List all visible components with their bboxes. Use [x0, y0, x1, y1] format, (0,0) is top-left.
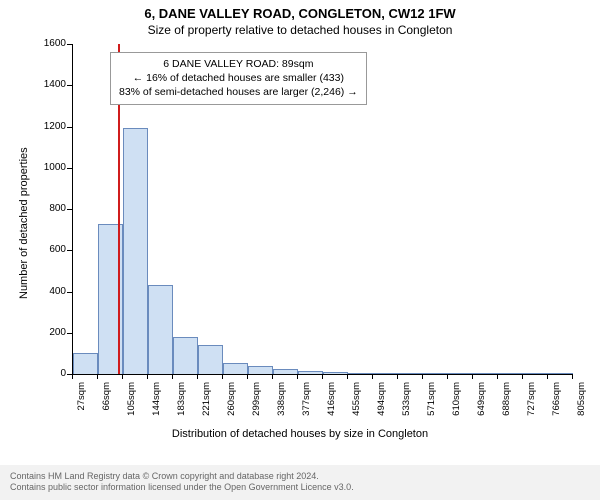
xtick-mark	[472, 374, 473, 379]
histogram-bar	[298, 371, 323, 374]
histogram-bar	[423, 373, 448, 374]
xtick-mark	[122, 374, 123, 379]
histogram-bar	[273, 369, 298, 374]
xtick-label: 260sqm	[226, 382, 237, 428]
xtick-label: 571sqm	[426, 382, 437, 428]
xtick-mark	[197, 374, 198, 379]
ytick-label: 1600	[28, 38, 66, 49]
xtick-mark	[572, 374, 573, 379]
ytick-label: 1000	[28, 162, 66, 173]
histogram-bar	[223, 363, 248, 374]
xtick-label: 27sqm	[76, 382, 87, 428]
xtick-label: 338sqm	[276, 382, 287, 428]
histogram-bar	[323, 372, 348, 374]
xtick-mark	[397, 374, 398, 379]
xtick-mark	[222, 374, 223, 379]
xtick-mark	[172, 374, 173, 379]
ytick-mark	[67, 85, 72, 86]
xtick-label: 688sqm	[501, 382, 512, 428]
xtick-label: 183sqm	[176, 382, 187, 428]
xtick-mark	[297, 374, 298, 379]
ytick-label: 1200	[28, 121, 66, 132]
ytick-label: 200	[28, 327, 66, 338]
xtick-label: 766sqm	[551, 382, 562, 428]
xtick-label: 105sqm	[126, 382, 137, 428]
xtick-label: 494sqm	[376, 382, 387, 428]
ytick-label: 600	[28, 244, 66, 255]
histogram-bar	[73, 353, 98, 374]
histogram-bar	[248, 366, 273, 374]
xtick-label: 727sqm	[526, 382, 537, 428]
info-line-1: 6 DANE VALLEY ROAD: 89sqm	[119, 57, 358, 71]
histogram-bar	[123, 128, 148, 374]
footer-line-2: Contains public sector information licen…	[10, 482, 590, 494]
info-line-2: ← 16% of detached houses are smaller (43…	[119, 71, 358, 85]
xtick-mark	[447, 374, 448, 379]
xtick-mark	[322, 374, 323, 379]
histogram-bar	[173, 337, 198, 374]
xtick-label: 533sqm	[401, 382, 412, 428]
ytick-label: 400	[28, 286, 66, 297]
xtick-label: 610sqm	[451, 382, 462, 428]
xtick-label: 221sqm	[201, 382, 212, 428]
histogram-bar	[148, 285, 173, 374]
x-axis-label: Distribution of detached houses by size …	[0, 428, 600, 440]
xtick-label: 66sqm	[101, 382, 112, 428]
title-main: 6, DANE VALLEY ROAD, CONGLETON, CW12 1FW	[0, 0, 600, 21]
xtick-label: 805sqm	[576, 382, 587, 428]
histogram-bar	[523, 373, 548, 374]
xtick-mark	[97, 374, 98, 379]
xtick-label: 416sqm	[326, 382, 337, 428]
info-line-3: 83% of semi-detached houses are larger (…	[119, 85, 358, 99]
chart-container: { "title_main": "6, DANE VALLEY ROAD, CO…	[0, 0, 600, 500]
footer: Contains HM Land Registry data © Crown c…	[0, 465, 600, 500]
xtick-label: 649sqm	[476, 382, 487, 428]
ytick-mark	[67, 209, 72, 210]
xtick-label: 377sqm	[301, 382, 312, 428]
xtick-mark	[147, 374, 148, 379]
xtick-mark	[522, 374, 523, 379]
ytick-mark	[67, 292, 72, 293]
ytick-mark	[67, 127, 72, 128]
info-box: 6 DANE VALLEY ROAD: 89sqm ← 16% of detac…	[110, 52, 367, 105]
histogram-bar	[473, 373, 498, 374]
xtick-mark	[347, 374, 348, 379]
histogram-bar	[548, 373, 573, 374]
histogram-bar	[398, 373, 423, 374]
ytick-label: 1400	[28, 79, 66, 90]
xtick-label: 144sqm	[151, 382, 162, 428]
histogram-bar	[198, 345, 223, 374]
histogram-bar	[348, 373, 373, 374]
title-sub: Size of property relative to detached ho…	[0, 21, 600, 37]
xtick-mark	[372, 374, 373, 379]
ytick-mark	[67, 333, 72, 334]
ytick-mark	[67, 44, 72, 45]
xtick-mark	[422, 374, 423, 379]
histogram-bar	[448, 373, 473, 374]
ytick-mark	[67, 250, 72, 251]
xtick-label: 299sqm	[251, 382, 262, 428]
ytick-mark	[67, 168, 72, 169]
xtick-mark	[547, 374, 548, 379]
xtick-mark	[497, 374, 498, 379]
xtick-label: 455sqm	[351, 382, 362, 428]
footer-line-1: Contains HM Land Registry data © Crown c…	[10, 471, 590, 483]
ytick-label: 0	[28, 368, 66, 379]
histogram-bar	[498, 373, 523, 374]
xtick-mark	[272, 374, 273, 379]
ytick-label: 800	[28, 203, 66, 214]
histogram-bar	[373, 373, 398, 374]
xtick-mark	[247, 374, 248, 379]
xtick-mark	[72, 374, 73, 379]
